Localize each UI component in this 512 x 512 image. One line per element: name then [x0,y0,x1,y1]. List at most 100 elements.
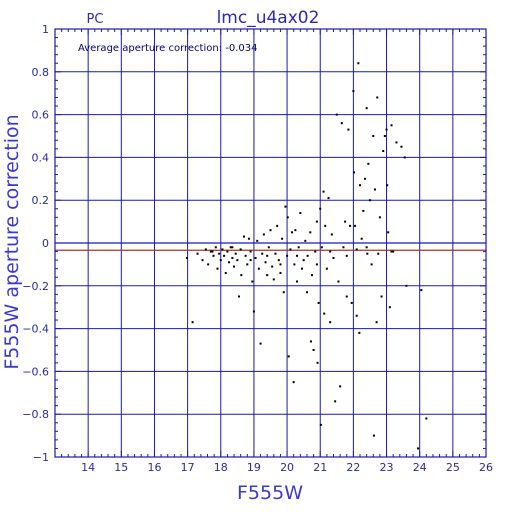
data-point [247,237,250,240]
scatter-points [185,62,428,450]
x-tick-label: 21 [313,461,327,474]
data-point [296,254,299,257]
data-point [370,263,373,266]
data-point [256,239,259,242]
y-tick-label: 0 [42,237,49,250]
data-point [375,321,378,324]
data-point [327,197,330,200]
data-point [274,252,277,255]
x-tick-labels: 14 15 16 17 18 19 20 21 22 23 24 25 26 [81,461,493,474]
x-tick-label: 16 [147,461,161,474]
data-point [276,224,279,227]
y-tick-label: −0.2 [22,280,49,293]
data-point [319,423,322,426]
data-point [286,254,289,257]
data-point [324,224,327,227]
data-point [293,263,296,266]
data-point [185,256,188,259]
data-point [353,171,356,174]
data-point [359,184,362,187]
data-point [357,62,360,65]
data-point [306,254,309,257]
chart-title: lmc_u4ax02 [217,8,320,28]
data-point [405,284,408,287]
x-tick-label: 25 [446,461,460,474]
data-point [340,122,343,125]
data-point [249,250,252,253]
x-tick-label: 19 [247,461,261,474]
data-point [242,235,245,238]
reference-lines [55,242,486,251]
data-point [373,188,376,191]
x-tick-label: 17 [181,461,195,474]
data-point [209,250,212,253]
data-point [240,274,243,277]
data-point [299,212,302,215]
ticks [54,28,487,458]
data-point [223,254,226,257]
data-point [292,381,295,384]
data-point [347,128,350,131]
data-point [238,295,241,298]
y-tick-label: 0.2 [32,194,50,207]
data-point [249,259,252,262]
data-point [388,306,391,309]
y-tick-label: 0.6 [32,109,50,122]
data-point [390,124,393,127]
data-point [315,220,318,223]
x-tick-label: 20 [280,461,294,474]
y-tick-label: 1 [42,23,49,36]
data-point [403,156,406,159]
average-correction-annotation: Average aperture correction: -0.034 [78,43,258,54]
data-point [271,265,274,268]
data-point [191,321,194,324]
data-point [281,237,284,240]
data-point [296,280,299,283]
data-point [300,267,303,270]
data-point [386,184,389,187]
data-point [360,237,363,240]
data-point [259,342,262,345]
data-point [262,233,265,236]
data-point [219,259,222,262]
data-point [383,135,386,137]
data-point [337,280,340,283]
data-point [277,259,280,262]
data-point [302,259,305,262]
data-point [372,434,375,437]
data-point [221,248,224,251]
data-point [367,162,370,165]
data-point [309,340,312,343]
data-point [363,177,366,180]
data-point [352,90,355,93]
data-point [322,190,325,193]
data-point [286,216,289,219]
data-point [239,248,242,251]
data-point [319,207,322,210]
data-point [362,209,365,212]
data-point [417,447,420,450]
x-tick-label: 15 [114,461,128,474]
data-point [366,252,369,255]
data-point [291,231,294,234]
data-point [289,248,292,251]
data-point [201,259,204,262]
data-point [252,310,255,313]
data-point [365,107,368,110]
data-point [266,254,269,257]
data-point [400,145,403,148]
data-point [339,385,342,388]
data-point [266,274,269,277]
data-point [325,267,328,270]
data-point [254,256,257,259]
data-point [279,271,282,274]
data-point [316,361,319,364]
data-point [234,252,237,255]
data-point [269,229,272,232]
data-point [267,246,270,249]
data-point [251,280,254,283]
data-point [390,250,393,253]
data-point [345,254,348,257]
data-point [365,246,368,249]
